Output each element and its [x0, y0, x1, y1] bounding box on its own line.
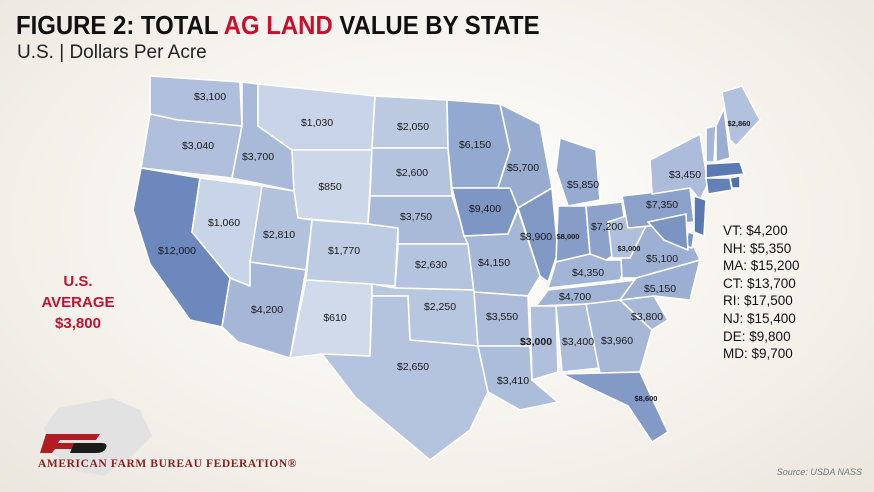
small-state-ma: MA: $15,200 [723, 258, 800, 274]
us-average-line2: AVERAGE [41, 294, 115, 311]
state-value-label-wa: $3,100 [194, 91, 226, 103]
state-value-label-or: $3,040 [182, 140, 214, 152]
state-me [721, 85, 761, 147]
state-abbr: MD [723, 346, 744, 362]
farm-bureau-logo-icon [40, 434, 107, 453]
state-value-label-co: $1,770 [328, 245, 360, 257]
state-value-label-sc: $3,800 [631, 311, 663, 323]
figure-subtitle: U.S. | Dollars Per Acre [17, 42, 207, 63]
small-state-ct: CT: $13,700 [723, 275, 796, 291]
state-value-label-nm: $610 [323, 312, 347, 324]
state-abbr: NJ [723, 310, 740, 326]
state-il [517, 187, 559, 283]
state-ct [705, 177, 733, 195]
us-average-value: $3,800 [55, 315, 101, 332]
state-fl [561, 371, 669, 443]
state-tx [321, 295, 489, 461]
state-value-label-ut: $2,810 [263, 229, 295, 241]
state-value-label-ms: $3,000 [520, 336, 552, 348]
state-vt [705, 125, 717, 163]
state-la [477, 345, 559, 411]
state-value: $13,700 [747, 275, 796, 291]
title-prefix: FIGURE 2: TOTAL [16, 10, 224, 40]
state-value-label-nv: $1,060 [208, 217, 240, 229]
state-ny [649, 133, 709, 201]
state-mi [555, 137, 601, 207]
state-abbr: VT [723, 223, 739, 238]
state-value-label-sd: $2,600 [396, 167, 428, 179]
small-state-vt: VT: $4,200 [723, 223, 788, 238]
state-value-label-ia: $9,400 [469, 203, 501, 215]
state-value-label-wv: $3,000 [618, 244, 641, 253]
state-value-label-al: $3,400 [562, 336, 594, 348]
us-average-callout: U.S. AVERAGE $3,800 [30, 271, 126, 334]
state-az [221, 261, 307, 359]
state-value-label-nc: $5,150 [644, 283, 676, 295]
state-value-label-ok: $2,250 [424, 301, 456, 313]
state-abbr: RI [723, 293, 737, 309]
us-average-line1: U.S. [63, 273, 93, 290]
state-abbr: DE [723, 328, 742, 344]
organization-name: AMERICAN FARM BUREAU FEDERATION® [38, 458, 297, 470]
figure-title: FIGURE 2: TOTAL AG LAND VALUE BY STATE [16, 10, 540, 41]
state-nj [693, 195, 707, 237]
small-state-md: MD: $9,700 [723, 346, 793, 362]
state-value-label-ar: $3,550 [486, 311, 518, 323]
source-note: Source: USDA NASS [776, 467, 862, 477]
state-value-label-tn: $4,700 [559, 291, 591, 303]
state-value-label-mi: $5,850 [567, 179, 599, 191]
state-value: $15,200 [750, 258, 800, 274]
state-value-label-wi: $5,700 [507, 162, 539, 174]
state-value: $17,500 [744, 293, 793, 309]
state-value-label-fl: $8,600 [635, 394, 658, 403]
state-value: $9,800 [749, 328, 791, 344]
state-wi [497, 103, 553, 209]
state-value-label-oh: $7,200 [591, 221, 623, 233]
state-value-label-ca: $12,000 [158, 245, 196, 257]
state-ms [529, 305, 559, 381]
state-mo [463, 209, 541, 297]
small-state-ri: RI: $17,500 [723, 293, 793, 309]
state-value-label-nd: $2,050 [397, 121, 429, 133]
state-ma [705, 161, 745, 179]
state-value-label-mt: $1,030 [301, 117, 333, 129]
state-value-label-az: $4,200 [251, 304, 283, 316]
small-states-list: VT: $4,200 NH: $5,350 MA: $15,200 CT: $1… [723, 222, 800, 363]
state-value-label-ky: $4,350 [572, 267, 604, 279]
state-abbr: CT [723, 275, 740, 291]
state-value-label-tx: $2,650 [397, 361, 429, 373]
state-value-label-ne: $3,750 [400, 211, 432, 223]
state-value-label-la: $3,410 [497, 375, 529, 387]
state-value-label-mo: $4,150 [478, 257, 510, 269]
small-state-de: DE: $9,800 [723, 328, 791, 344]
state-value: $9,700 [751, 346, 793, 362]
title-highlight: AG LAND [223, 10, 333, 40]
state-value-label-ks: $2,630 [415, 259, 447, 271]
state-value-label-mn: $6,150 [459, 139, 491, 151]
state-value-label-ga: $3,960 [601, 335, 633, 347]
state-abbr: MA [723, 258, 744, 274]
title-suffix: VALUE BY STATE [332, 10, 540, 40]
state-value: $5,350 [750, 240, 792, 256]
state-value-label-me: $2,860 [728, 119, 751, 128]
state-value-label-in: $8,000 [557, 232, 580, 241]
state-nh [715, 107, 731, 163]
state-md [647, 213, 689, 251]
state-value-label-ny: $3,450 [669, 169, 701, 181]
state-value: $15,400 [747, 310, 796, 326]
small-state-nh: NH: $5,350 [723, 240, 792, 256]
small-state-nj: NJ: $15,400 [723, 310, 796, 326]
state-value-label-pa: $7,350 [646, 199, 678, 211]
state-value-label-wy: $850 [318, 181, 342, 193]
state-value-label-id: $3,700 [242, 151, 274, 163]
state-abbr: NH [723, 240, 743, 256]
state-value-label-va: $5,100 [646, 253, 678, 265]
state-ga [585, 299, 653, 375]
state-value-label-il: $8,900 [520, 231, 552, 243]
state-value: $4,200 [746, 223, 788, 238]
